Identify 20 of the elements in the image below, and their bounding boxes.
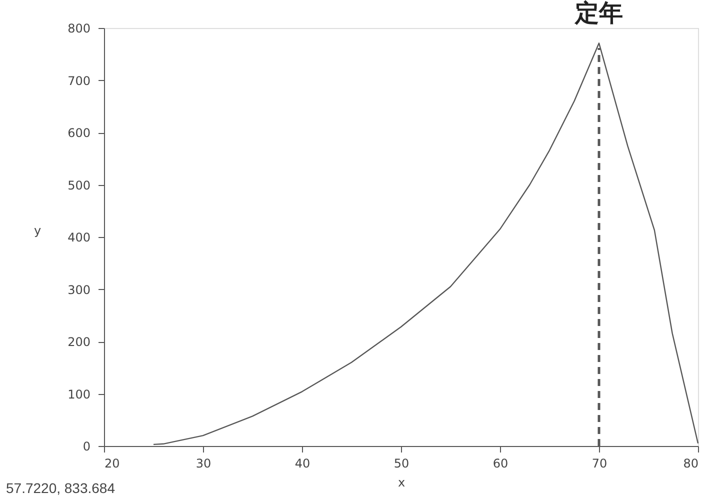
y-tick-label: 200 xyxy=(68,335,90,349)
x-tick-label: 40 xyxy=(294,456,310,470)
y-tick-label: 300 xyxy=(68,282,90,297)
x-axis-title: x xyxy=(398,476,406,490)
y-tick-label: 0 xyxy=(82,440,90,454)
x-tick-label: 80 xyxy=(683,456,698,470)
y-axis-title: y xyxy=(34,224,42,238)
x-tick-label: 30 xyxy=(196,456,212,470)
x-tick-label: 70 xyxy=(592,456,608,470)
x-tick-label: 20 xyxy=(104,456,120,470)
y-tick-label: 700 xyxy=(68,74,90,88)
y-tick-label: 100 xyxy=(68,387,90,402)
ref-line-label: 定年 xyxy=(574,0,623,27)
y-tick-label: 800 xyxy=(68,22,90,36)
y-tick-label: 400 xyxy=(68,230,90,244)
y-tick-label: 500 xyxy=(68,178,90,192)
x-tick-label: 50 xyxy=(394,456,410,470)
x-tick-label: 60 xyxy=(492,456,508,470)
text: 57.7220, 833.684 xyxy=(6,480,116,496)
y-tick-label: 600 xyxy=(68,126,90,140)
